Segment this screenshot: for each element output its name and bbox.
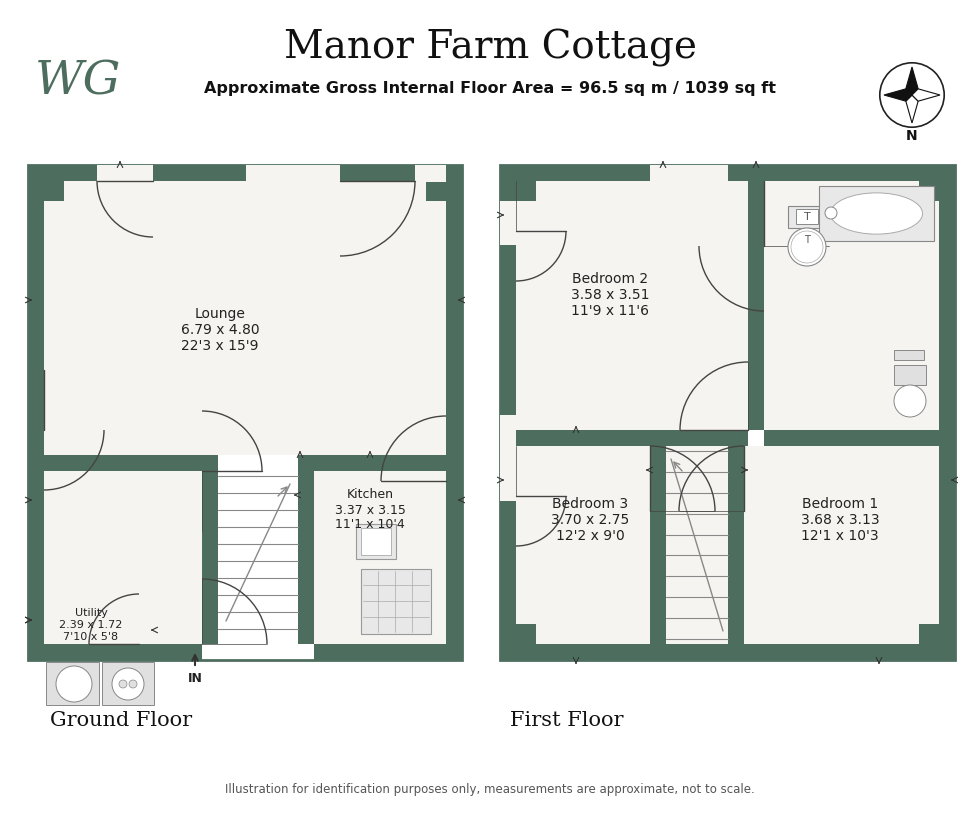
Text: First Floor: First Floor [510, 711, 623, 730]
Polygon shape [500, 624, 536, 660]
Polygon shape [516, 446, 650, 644]
Polygon shape [28, 165, 44, 660]
Circle shape [119, 680, 127, 688]
Polygon shape [28, 471, 44, 493]
Polygon shape [46, 662, 99, 705]
Polygon shape [764, 430, 939, 446]
Text: Bedroom 3
3.70 x 2.75
12'2 x 9'0: Bedroom 3 3.70 x 2.75 12'2 x 9'0 [551, 497, 629, 543]
Polygon shape [764, 181, 939, 430]
Polygon shape [44, 644, 139, 660]
Circle shape [894, 385, 926, 417]
Polygon shape [788, 206, 826, 228]
Polygon shape [650, 446, 744, 644]
Polygon shape [748, 181, 764, 430]
Polygon shape [919, 624, 955, 660]
Polygon shape [819, 186, 934, 241]
Polygon shape [650, 446, 666, 644]
Polygon shape [912, 89, 940, 101]
Polygon shape [44, 181, 446, 455]
Polygon shape [202, 455, 218, 644]
Text: Kitchen
3.37 x 3.15
11'1 x 10'4: Kitchen 3.37 x 3.15 11'1 x 10'4 [334, 489, 406, 531]
Ellipse shape [830, 193, 922, 234]
Polygon shape [500, 415, 516, 501]
Polygon shape [44, 455, 202, 644]
Polygon shape [500, 165, 516, 660]
Text: Manor Farm Cottage: Manor Farm Cottage [283, 29, 697, 67]
Polygon shape [500, 165, 536, 201]
Polygon shape [516, 644, 939, 660]
Text: N: N [906, 129, 918, 143]
Polygon shape [44, 644, 202, 660]
Polygon shape [796, 209, 818, 224]
Text: T: T [804, 212, 810, 222]
Polygon shape [97, 165, 153, 182]
Circle shape [112, 668, 144, 700]
Polygon shape [728, 446, 744, 644]
Polygon shape [361, 569, 431, 634]
Text: IN: IN [187, 672, 203, 685]
Polygon shape [314, 644, 446, 660]
Polygon shape [894, 350, 924, 360]
Polygon shape [919, 165, 955, 201]
Polygon shape [28, 165, 462, 181]
Polygon shape [314, 455, 446, 644]
Polygon shape [28, 165, 64, 201]
Polygon shape [744, 446, 939, 644]
Text: Ground Floor: Ground Floor [50, 711, 192, 730]
Polygon shape [446, 165, 462, 660]
Polygon shape [500, 201, 516, 245]
Polygon shape [516, 430, 748, 446]
Polygon shape [426, 165, 462, 201]
Polygon shape [906, 95, 918, 123]
Polygon shape [246, 165, 340, 182]
Text: Bedroom 1
3.68 x 3.13
12'1 x 10'3: Bedroom 1 3.68 x 3.13 12'1 x 10'3 [801, 497, 879, 543]
Circle shape [788, 228, 826, 266]
Polygon shape [500, 165, 955, 181]
Circle shape [825, 207, 837, 219]
Text: T: T [804, 235, 809, 245]
Polygon shape [28, 644, 155, 660]
Polygon shape [44, 455, 202, 471]
Polygon shape [939, 165, 955, 660]
Polygon shape [28, 433, 44, 455]
Polygon shape [650, 165, 728, 182]
Text: Approximate Gross Internal Floor Area = 96.5 sq m / 1039 sq ft: Approximate Gross Internal Floor Area = … [204, 81, 776, 95]
Polygon shape [426, 644, 462, 660]
Polygon shape [906, 67, 918, 95]
Text: Bedroom 2
3.58 x 3.51
11'9 x 11'6: Bedroom 2 3.58 x 3.51 11'9 x 11'6 [570, 272, 650, 318]
Polygon shape [516, 181, 748, 430]
Polygon shape [356, 524, 396, 559]
Polygon shape [314, 455, 446, 471]
Polygon shape [884, 89, 912, 101]
Polygon shape [415, 165, 446, 182]
Text: WG: WG [35, 60, 122, 104]
Text: Utility
2.39 x 1.72
7'10 x 5'8: Utility 2.39 x 1.72 7'10 x 5'8 [60, 609, 122, 641]
Text: Lounge
6.79 x 4.80
22'3 x 15'9: Lounge 6.79 x 4.80 22'3 x 15'9 [180, 307, 260, 353]
Polygon shape [298, 455, 314, 644]
Text: Illustration for identification purposes only, measurements are approximate, not: Illustration for identification purposes… [225, 783, 755, 796]
Circle shape [129, 680, 137, 688]
Polygon shape [361, 528, 391, 555]
Polygon shape [102, 662, 154, 705]
Circle shape [56, 666, 92, 702]
Polygon shape [894, 365, 926, 385]
